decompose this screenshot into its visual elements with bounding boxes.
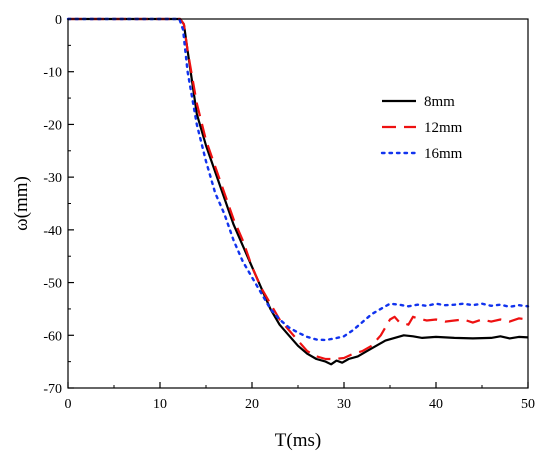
legend-label: 16mm [424,146,463,162]
y-tick-label: 0 [55,13,62,28]
ticks-group: 0 10 20 30 40 50 0 -10 -20 -30 -40 -50 -60 -70 [43,13,535,412]
x-tick-label: 10 [153,397,167,412]
series-line-8mm [68,17,529,366]
plot-frame [67,18,529,389]
y-tick-label: -50 [43,277,62,292]
series-group [66,17,530,366]
x-tick-label: 20 [245,397,259,412]
x-tick-label: 40 [429,397,443,412]
x-tick-label: 50 [521,397,535,412]
y-tick-label: -70 [43,382,62,397]
y-tick-label: -30 [43,171,62,186]
legend-label: 8mm [424,94,455,110]
y-tick-label: -10 [43,66,62,81]
legend: 8mm 12mm 16mm [380,94,463,162]
y-tick-label: -60 [43,329,62,344]
y-tick-label: -20 [43,118,62,133]
legend-label: 12mm [424,120,463,136]
x-tick-label: 0 [65,397,72,412]
x-tick-label: 30 [337,397,351,412]
series-line-12mm [68,17,529,361]
y-axis-title: ω(mm) [11,176,32,231]
x-axis-title: T(ms) [275,430,321,451]
y-tick-label: -40 [43,224,62,239]
series-line-16mm [66,17,530,342]
